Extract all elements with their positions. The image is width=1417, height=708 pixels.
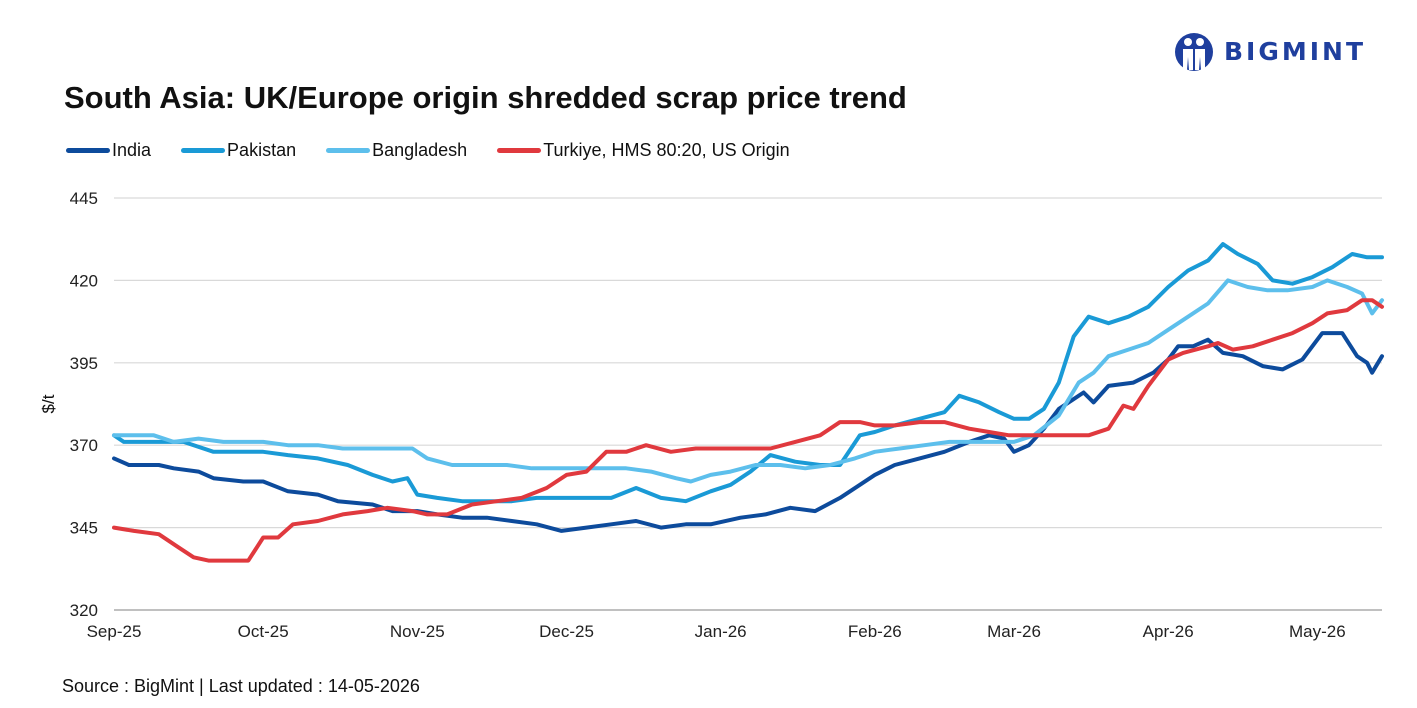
x-tick-label: Nov-25 [390, 622, 445, 641]
legend-item: Turkiye, HMS 80:20, US Origin [497, 139, 790, 161]
x-tick-label: Dec-25 [539, 622, 594, 641]
y-tick-label: 395 [70, 354, 98, 373]
x-tick-label: Jan-26 [695, 622, 747, 641]
y-tick-label: 345 [70, 519, 98, 538]
legend-label: Turkiye, HMS 80:20, US Origin [543, 139, 790, 160]
series-line-pakistan [112, 242, 1384, 504]
legend-item: Pakistan [181, 140, 296, 161]
legend-label: Pakistan [227, 139, 297, 160]
source-note: Source : BigMint | Last updated : 14-05-… [62, 676, 420, 696]
legend-swatch [497, 147, 542, 153]
line-chart: 320 345 370 395 420 445 $/t Sep-25 Oct-25 Nov-25 D… [39, 189, 1384, 641]
legend-swatch [181, 147, 226, 153]
x-tick-label: May-26 [1289, 622, 1346, 641]
legend-swatch [66, 147, 110, 153]
legend-item: India [66, 140, 151, 161]
series-line-turkiye [112, 298, 1384, 563]
bigmint-logo: BIGMINT [1172, 30, 1382, 74]
y-tick-label: 320 [70, 601, 98, 620]
legend-label: Bangladesh [372, 139, 468, 160]
chart-legend: India Pakistan Bangladesh Turkiye, HMS 80:2… [66, 139, 820, 161]
bigmint-logo-icon [1175, 33, 1213, 71]
series-line-bangladesh [112, 278, 1384, 484]
x-tick-label: Oct-25 [238, 622, 289, 641]
chart-title: South Asia: UK/Europe origin shredded sc… [64, 80, 907, 115]
legend-label: India [112, 139, 152, 160]
logo-wordmark: BIGMINT [1224, 37, 1367, 66]
x-tick-label: Apr-26 [1143, 622, 1194, 641]
y-tick-label: 420 [70, 271, 98, 290]
x-tick-label: Sep-25 [87, 622, 142, 641]
x-tick-label: Feb-26 [848, 622, 902, 641]
y-tick-label: 445 [70, 189, 98, 208]
series-line-india [112, 331, 1384, 533]
legend-swatch [326, 147, 371, 153]
y-axis-label: $/t [39, 394, 58, 413]
legend-item: Bangladesh [326, 140, 467, 161]
y-tick-label: 370 [70, 436, 98, 455]
x-tick-label: Mar-26 [987, 622, 1041, 641]
